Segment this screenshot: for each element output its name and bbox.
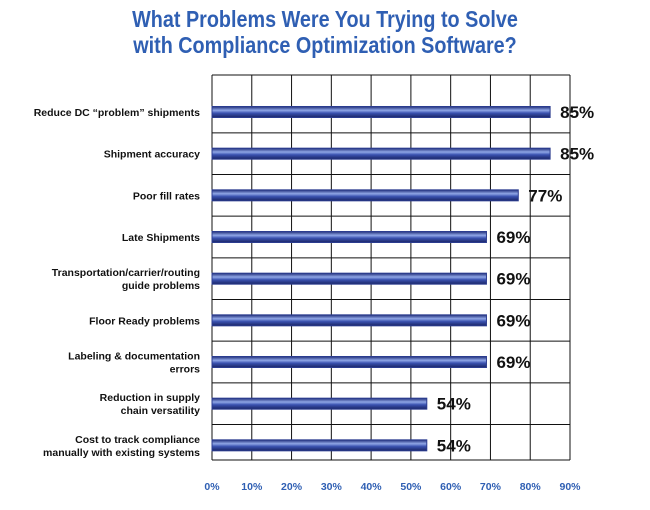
- bar-8: [211, 439, 428, 452]
- category-label-line: Transportation/carrier/routing: [52, 267, 200, 279]
- category-label-line: Reduce DC “problem” shipments: [34, 107, 200, 119]
- bar-0: [211, 106, 551, 118]
- value-label-2: 77%: [528, 186, 562, 205]
- category-label-2: Poor fill rates: [133, 190, 200, 202]
- category-label-1: Shipment accuracy: [104, 149, 200, 161]
- category-label-line: Late Shipments: [122, 232, 200, 244]
- bar-2: [211, 189, 519, 202]
- x-tick-label-7: 70%: [480, 481, 502, 493]
- value-label-5: 69%: [496, 311, 530, 330]
- x-tick-label-2: 20%: [281, 481, 303, 493]
- category-label-8: Cost to track compliance manually with ex…: [43, 434, 200, 459]
- category-label-line: Poor fill rates: [133, 190, 200, 202]
- x-tick-label-1: 10%: [241, 481, 263, 493]
- category-label-line: Cost to track compliance: [75, 434, 200, 446]
- grid-lines: [211, 74, 571, 461]
- value-label-7: 54%: [437, 395, 471, 414]
- category-label-0: Reduce DC “problem” shipments: [34, 107, 200, 119]
- category-label-4: Transportation/carrier/routing guide prob…: [52, 267, 200, 292]
- chart-title-line-2: with Compliance Optimization Software?: [133, 32, 517, 58]
- x-tick-label-5: 50%: [400, 481, 422, 493]
- bar-7: [211, 397, 428, 410]
- category-label-5: Floor Ready problems: [89, 315, 200, 327]
- chart-title-line-1: What Problems Were You Trying to Solve: [132, 6, 518, 32]
- value-label-0: 85%: [560, 103, 594, 122]
- value-label-6: 69%: [496, 353, 530, 372]
- category-label-line: guide problems: [122, 280, 200, 292]
- bar-6: [211, 356, 487, 368]
- x-tick-label-6: 60%: [440, 481, 462, 493]
- category-label-line: Labeling & documentation: [68, 351, 200, 363]
- category-label-3: Late Shipments: [122, 232, 200, 244]
- value-labels: 85% 85% 77% 69% 69% 69% 69% 54% 54%: [437, 103, 594, 455]
- x-tick-label-4: 40%: [361, 481, 383, 493]
- category-label-line: Floor Ready problems: [89, 315, 200, 327]
- bar-1: [211, 147, 551, 160]
- value-label-3: 69%: [496, 228, 530, 247]
- x-tick-label-9: 90%: [559, 481, 581, 493]
- x-tick-label-3: 30%: [321, 481, 343, 493]
- value-label-8: 54%: [437, 436, 471, 455]
- value-label-1: 85%: [560, 145, 594, 164]
- bar-5: [211, 314, 487, 327]
- chart-title: What Problems Were You Trying to Solve w…: [0, 6, 650, 58]
- category-label-line: Reduction in supply: [100, 392, 200, 404]
- x-tick-labels: 0% 10% 20% 30% 40% 50% 60% 70% 80% 90%: [204, 481, 581, 493]
- category-label-line: manually with existing systems: [43, 447, 200, 459]
- category-label-line: chain versatility: [121, 405, 201, 417]
- category-label-line: Shipment accuracy: [104, 149, 200, 161]
- category-labels: Reduce DC “problem” shipments Shipment ac…: [34, 107, 200, 459]
- bar-3: [211, 231, 487, 243]
- value-label-4: 69%: [496, 270, 530, 289]
- category-label-7: Reduction in supply chain versatility: [100, 392, 200, 417]
- x-tick-label-0: 0%: [204, 481, 220, 493]
- bar-4: [211, 272, 487, 285]
- bars: [211, 106, 551, 452]
- x-tick-label-8: 80%: [520, 481, 542, 493]
- category-label-6: Labeling & documentation errors: [68, 351, 200, 376]
- category-label-line: errors: [170, 364, 201, 376]
